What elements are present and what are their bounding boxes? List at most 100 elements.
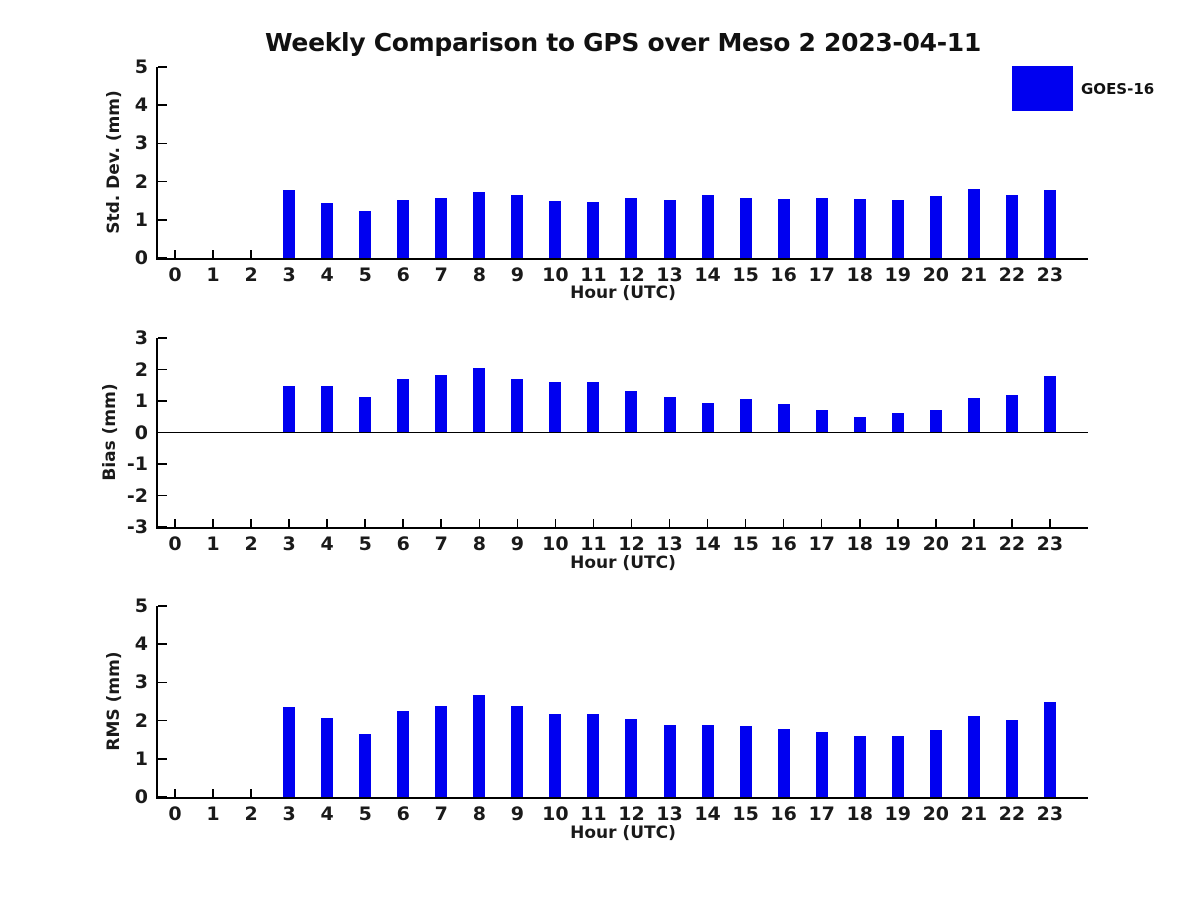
x-tick-label-std-dev: 20 (922, 264, 950, 286)
x-tick-bias (516, 519, 519, 527)
y-tick-label-rms: 2 (134, 709, 148, 732)
x-tick-label-rms: 20 (922, 803, 950, 825)
x-tick-label-std-dev: 9 (510, 264, 524, 286)
figure-title: Weekly Comparison to GPS over Meso 2 202… (265, 28, 981, 57)
x-tick-label-rms: 6 (396, 803, 410, 825)
y-tick-label-bias: 2 (134, 358, 148, 381)
y-tick-label-rms: 3 (134, 671, 148, 694)
bar-bias-h20 (929, 409, 942, 433)
bar-bias-h6 (397, 378, 410, 433)
bar-rms-h12 (625, 719, 638, 797)
bar-rms-h5 (359, 733, 372, 797)
xlabel-bias: Hour (UTC) (570, 553, 676, 573)
x-tick-label-bias: 23 (1036, 533, 1064, 555)
y-tick-label-bias: 3 (134, 327, 148, 349)
xlabel-std-dev: Hour (UTC) (570, 283, 676, 303)
x-tick-label-bias: 8 (472, 533, 486, 555)
x-tick-label-rms: 2 (244, 803, 258, 825)
bar-bias-h13 (663, 396, 676, 433)
bar-bias-h22 (1005, 395, 1018, 433)
bar-rms-h8 (473, 695, 486, 797)
bar-std-dev-h11 (587, 202, 600, 258)
x-tick-label-std-dev: 1 (206, 264, 220, 286)
x-tick-label-std-dev: 21 (960, 264, 988, 286)
bar-std-dev-h10 (549, 201, 562, 258)
y-tick-label-std-dev: 2 (134, 170, 148, 193)
x-tick-label-std-dev: 5 (358, 264, 372, 286)
y-tick-label-std-dev: 5 (134, 56, 148, 78)
x-tick-bias (440, 519, 443, 527)
x-tick-label-std-dev: 18 (846, 264, 873, 286)
x-tick-label-bias: 1 (206, 533, 220, 555)
x-tick-label-std-dev: 0 (168, 264, 182, 286)
bar-rms-h18 (853, 735, 866, 797)
bar-std-dev-h19 (891, 200, 904, 258)
bar-rms-h16 (777, 729, 790, 797)
bar-rms-h3 (283, 707, 296, 797)
bar-bias-h10 (549, 381, 562, 433)
x-tick-label-std-dev: 10 (542, 264, 569, 286)
x-tick-bias (174, 519, 176, 527)
x-tick-label-rms: 19 (884, 803, 911, 825)
x-tick-label-bias: 5 (358, 533, 372, 555)
x-tick-label-std-dev: 2 (244, 264, 258, 286)
y-tick-label-bias: -1 (126, 453, 148, 475)
x-tick-bias (554, 519, 557, 527)
bar-rms-h6 (397, 710, 410, 797)
x-tick-label-std-dev: 15 (732, 264, 759, 286)
bar-bias-h7 (435, 374, 448, 433)
x-tick-label-bias: 9 (510, 533, 524, 555)
x-tick-bias (896, 519, 899, 527)
x-tick-label-bias: 11 (580, 533, 607, 555)
bar-rms-h15 (739, 726, 752, 797)
x-tick-label-bias: 2 (244, 533, 258, 555)
x-tick-label-std-dev: 11 (580, 264, 607, 286)
bar-bias-h15 (739, 399, 752, 433)
x-tick-bias (858, 519, 861, 527)
x-tick-label-std-dev: 4 (320, 264, 334, 286)
x-tick-label-rms: 14 (694, 803, 721, 825)
bar-bias-h9 (511, 378, 524, 433)
x-tick-label-std-dev: 23 (1036, 264, 1064, 286)
bar-bias-h19 (891, 412, 904, 433)
x-tick-label-bias: 19 (884, 533, 911, 555)
x-tick-label-rms: 23 (1036, 803, 1064, 825)
bar-std-dev-h17 (815, 198, 828, 258)
x-tick-label-rms: 15 (732, 803, 759, 825)
y-tick-label-bias: 0 (134, 421, 148, 444)
x-tick-bias (402, 519, 405, 527)
x-tick-bias (744, 519, 747, 527)
bar-std-dev-h7 (435, 198, 448, 258)
x-axis-rms (156, 797, 1088, 799)
y-tick-bias (158, 400, 167, 402)
x-tick-label-rms: 0 (168, 803, 182, 825)
bar-std-dev-h12 (625, 198, 638, 258)
x-tick-bias (630, 519, 633, 527)
y-tick-bias (158, 368, 167, 371)
bar-bias-h16 (777, 404, 790, 433)
x-tick-label-rms: 7 (434, 803, 448, 825)
x-tick-bias (1011, 519, 1013, 527)
bar-std-dev-h14 (701, 194, 714, 258)
y-tick-std-dev (158, 219, 167, 221)
legend-swatch-goes16 (1012, 66, 1073, 111)
bar-std-dev-h3 (283, 190, 296, 258)
x-tick-label-std-dev: 14 (694, 264, 721, 286)
bar-rms-h19 (891, 735, 904, 797)
x-tick-label-rms: 5 (358, 803, 372, 825)
x-tick-label-std-dev: 12 (618, 264, 645, 286)
bar-bias-h3 (283, 385, 296, 433)
x-tick-label-std-dev: 3 (282, 264, 296, 286)
x-tick-label-rms: 1 (206, 803, 220, 825)
x-axis-std-dev (156, 258, 1088, 260)
bar-rms-h7 (435, 705, 448, 797)
y-axis-bias (156, 338, 158, 529)
y-tick-label-bias: -2 (126, 484, 148, 507)
bar-rms-h22 (1005, 719, 1018, 797)
bar-rms-h13 (663, 725, 676, 797)
x-tick-label-rms: 21 (960, 803, 988, 825)
y-tick-label-std-dev: 0 (134, 247, 148, 269)
x-tick-label-bias: 21 (960, 533, 988, 555)
x-tick-label-bias: 13 (656, 533, 683, 555)
bar-bias-h12 (625, 390, 638, 433)
